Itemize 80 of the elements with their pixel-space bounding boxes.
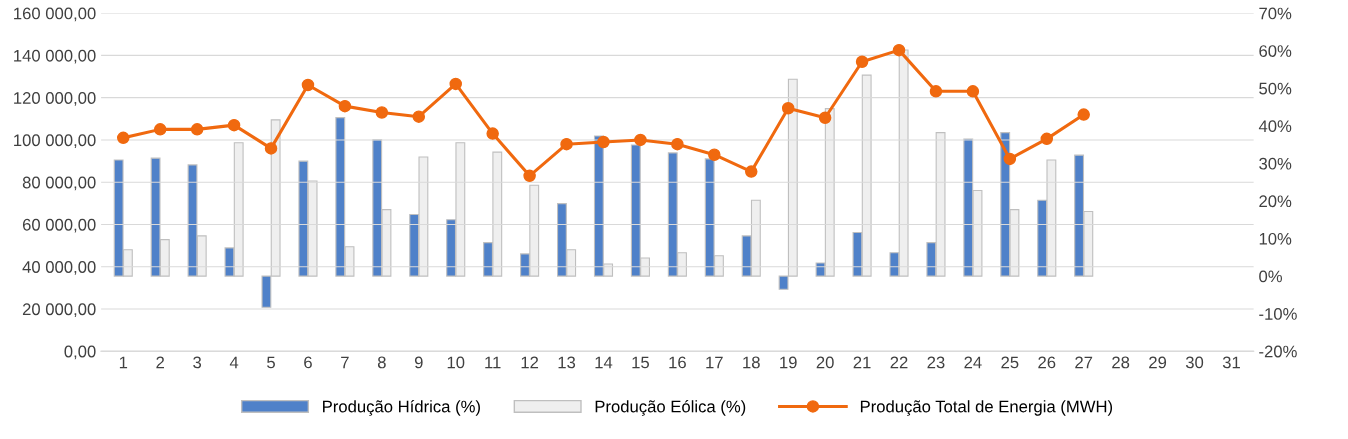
point	[264, 142, 278, 155]
x-tick-label: 3	[193, 356, 202, 369]
x-tick-label: 13	[558, 356, 576, 369]
x-tick-label: 14	[595, 356, 613, 369]
point	[781, 101, 795, 115]
point	[818, 111, 832, 124]
x-tick-label: 20	[816, 356, 834, 369]
y-tick-label: 20 000,00	[22, 303, 96, 318]
x-tick-label: 28	[1112, 356, 1130, 369]
y-tick-label: 120 000,00	[14, 92, 96, 106]
point	[117, 131, 130, 145]
point	[708, 148, 721, 161]
point	[929, 85, 943, 98]
point	[966, 85, 980, 98]
point	[745, 165, 758, 178]
y2-tick-label: 70%	[1259, 7, 1292, 20]
x-tick-label: 6	[304, 356, 312, 369]
point	[560, 137, 573, 151]
x-tick-label: 21	[853, 356, 871, 369]
x-tick-label: 5	[267, 356, 275, 369]
point	[412, 110, 426, 123]
point	[671, 137, 684, 151]
y-tick-label: 60 000,00	[22, 218, 96, 233]
y2-tick-label: 50%	[1259, 82, 1292, 95]
legend-label: Produção Total de Energia (MWH)	[860, 400, 1113, 416]
x-tick-label: 7	[341, 356, 349, 369]
x-tick-label: 30	[1185, 356, 1204, 369]
point	[1040, 132, 1054, 146]
x-tick-label: 2	[156, 356, 164, 369]
x-tick-label: 19	[780, 356, 797, 369]
point	[301, 78, 315, 92]
y-tick-label: 80 000,00	[22, 176, 96, 191]
y2-tick-label: 10%	[1259, 232, 1292, 245]
point	[486, 127, 499, 140]
y-tick-label: 140 000,00	[14, 49, 96, 64]
y-tick-label: 100 000,00	[14, 134, 96, 149]
x-tick-label: 23	[927, 356, 945, 369]
y2-tick-label: 0%	[1259, 270, 1282, 283]
point	[153, 123, 167, 136]
point	[375, 106, 389, 119]
y2-tick-label: 60%	[1259, 45, 1292, 57]
y2-tick-label: 30%	[1259, 157, 1292, 170]
y2-tick-label: 20%	[1259, 195, 1292, 208]
x-tick-label: 11	[485, 356, 501, 369]
x-tick-label: 10	[447, 356, 465, 369]
x-tick-label: 8	[377, 356, 386, 369]
y2-tick-label: 40%	[1258, 120, 1292, 133]
point	[227, 118, 241, 132]
x-tick-label: 18	[743, 356, 760, 369]
x-tick-label: 24	[964, 356, 982, 369]
point	[634, 133, 647, 147]
point	[449, 77, 462, 91]
y-tick-label: 160 000,00	[14, 7, 96, 22]
point	[1003, 152, 1017, 166]
x-tick-label: 15	[632, 356, 649, 369]
point	[523, 169, 536, 183]
x-tick-label: 26	[1038, 356, 1056, 369]
point	[1077, 108, 1090, 121]
y-tick-label: 0,00	[64, 345, 96, 360]
y2-tick-label: -20%	[1259, 345, 1297, 358]
point	[338, 99, 352, 113]
point	[597, 135, 610, 149]
x-tick-label: 29	[1149, 356, 1167, 369]
y2-tick-label: -10%	[1259, 308, 1297, 320]
x-tick-label: 17	[706, 356, 723, 369]
x-tick-label: 16	[669, 356, 686, 369]
x-tick-label: 22	[890, 356, 908, 369]
legend-label: Produção Hídrica (%)	[323, 400, 480, 416]
x-tick-label: 31	[1222, 356, 1240, 369]
y-tick-label: 40 000,00	[22, 261, 96, 275]
x-tick-label: 27	[1075, 356, 1093, 369]
x-tick-label: 9	[414, 356, 423, 369]
x-tick-label: 1	[119, 356, 128, 369]
point	[190, 123, 204, 136]
x-tick-label: 4	[229, 356, 239, 369]
legend-label: Produção Eólica (%)	[595, 400, 746, 416]
point	[855, 55, 869, 69]
point	[892, 43, 906, 57]
x-tick-label: 25	[1001, 356, 1019, 369]
x-tick-label: 12	[521, 356, 539, 369]
